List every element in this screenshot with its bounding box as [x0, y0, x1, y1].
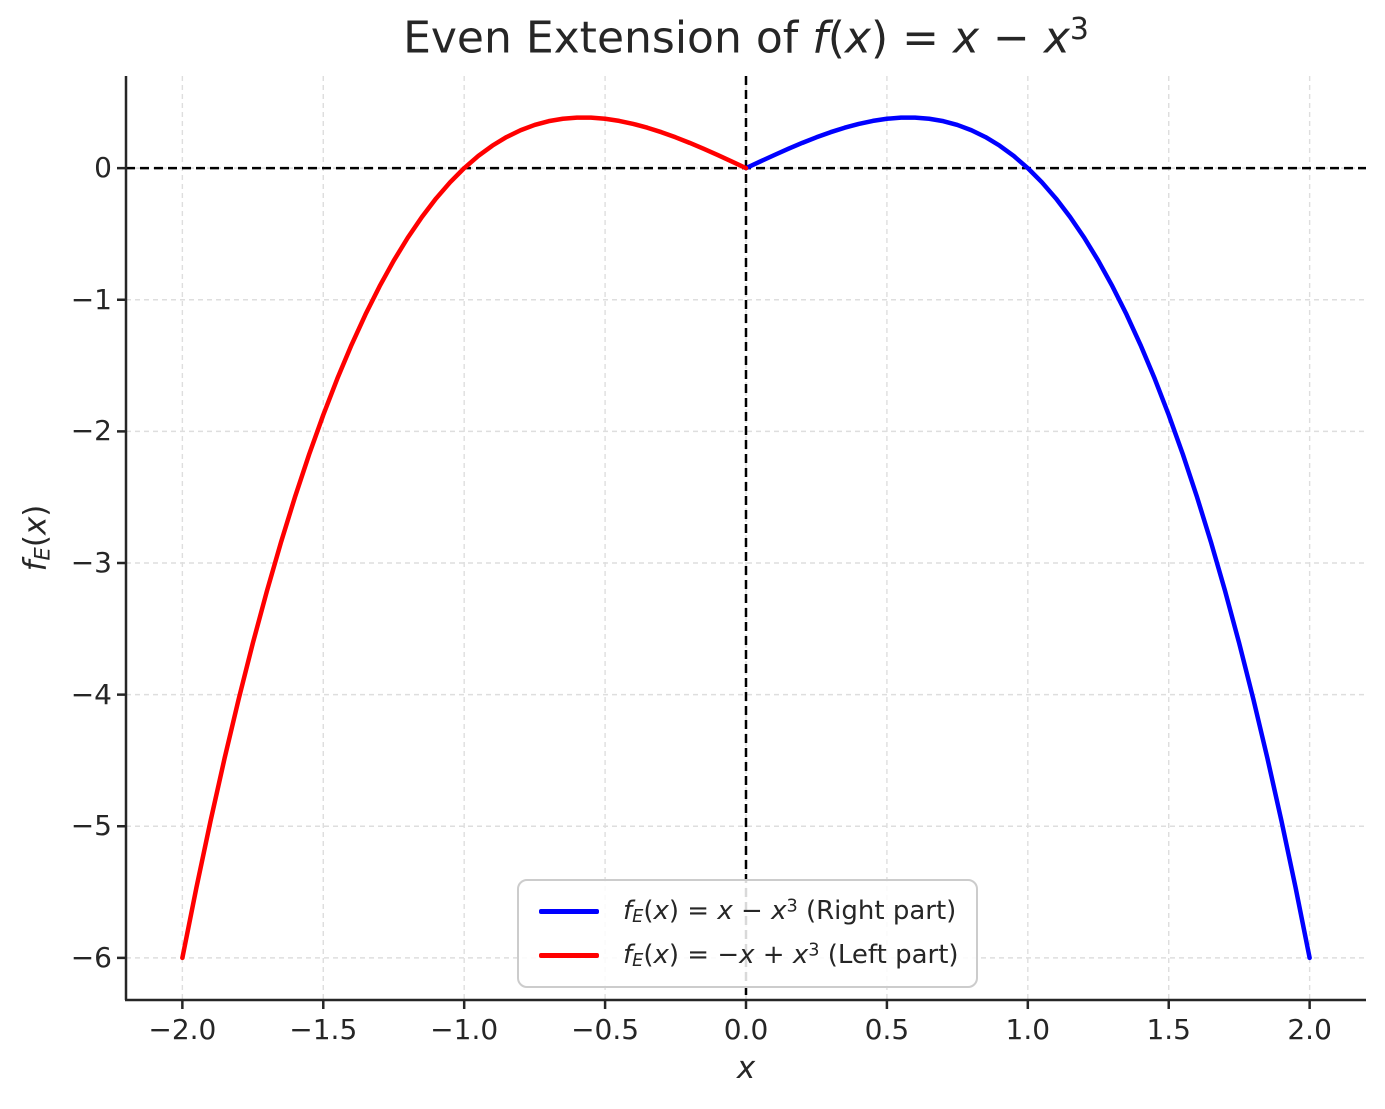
y-tick-label: 0 — [94, 151, 112, 185]
y-tick-label: −4 — [70, 677, 112, 711]
legend-item-left-part: fE(x) = −x + x3 (Left part) — [539, 939, 959, 971]
x-tick-label: −0.5 — [571, 1013, 640, 1046]
x-tick-label: 0.0 — [723, 1013, 769, 1046]
x-tick-label: −2.0 — [148, 1013, 217, 1046]
y-tick-label: −2 — [70, 414, 112, 448]
x-tick-label: −1.5 — [289, 1013, 358, 1046]
legend: fE(x) = x − x3 (Right part) fE(x) = −x +… — [517, 879, 978, 988]
y-tick-label: −1 — [70, 282, 112, 316]
blue-curve — [743, 115, 1312, 961]
legend-label-left-part: fE(x) = −x + x3 (Left part) — [623, 939, 959, 971]
blue-line-swatch-icon — [539, 909, 599, 915]
x-tick-label: 2.0 — [1287, 1013, 1332, 1046]
y-tick-label: −6 — [70, 940, 112, 974]
x-tick-label: 1.0 — [1005, 1013, 1051, 1046]
legend-label-right-part: fE(x) = x − x3 (Right part) — [623, 896, 957, 928]
x-tick-label: 1.5 — [1146, 1013, 1191, 1046]
y-tick-label: −3 — [70, 546, 112, 579]
red-line-swatch-icon — [539, 952, 599, 958]
legend-item-right-part: fE(x) = x − x3 (Right part) — [539, 896, 957, 928]
x-tick-label: 0.5 — [864, 1013, 910, 1046]
red-curve — [180, 115, 749, 961]
x-axis-label: x — [736, 1050, 756, 1086]
y-tick-label: −5 — [70, 809, 112, 843]
x-tick-label: −1.0 — [430, 1013, 499, 1046]
chart-title: Even Extension of f(x) = x − x3 — [403, 12, 1089, 64]
